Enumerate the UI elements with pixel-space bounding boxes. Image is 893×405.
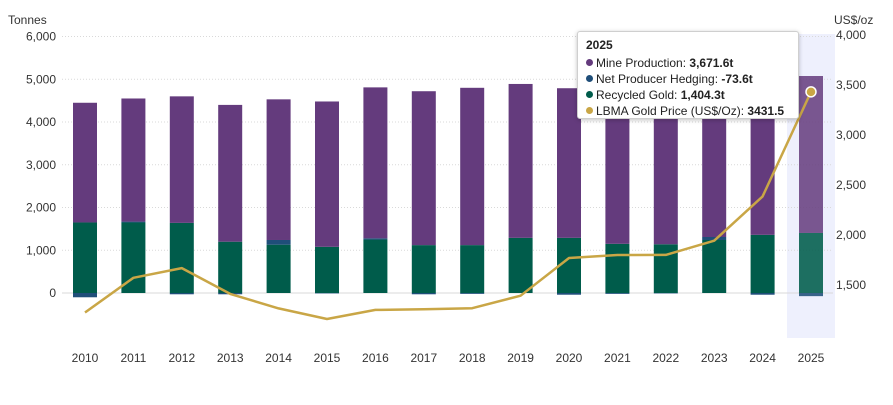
bar-net-producer-hedging[interactable] (557, 293, 581, 295)
bar-mine-production[interactable] (169, 96, 194, 223)
left-tick-label: 2,000 (26, 201, 56, 215)
x-tick-label: 2010 (72, 351, 99, 365)
tooltip-value: 1,404.3t (680, 88, 725, 102)
tooltip-value: -73.6t (721, 72, 753, 86)
x-tick-label: 2018 (459, 351, 486, 365)
bar-net-producer-hedging[interactable] (266, 239, 291, 245)
bar-mine-production[interactable] (73, 102, 97, 223)
x-tick-label: 2013 (217, 351, 244, 365)
lbma-gold-price-line[interactable] (84, 91, 813, 321)
left-tick-label: 1,000 (26, 243, 56, 257)
bar-net-producer-hedging[interactable] (121, 221, 146, 223)
x-tick-label: 2011 (120, 351, 146, 365)
bar-recycled-gold[interactable] (363, 239, 388, 293)
bar-net-producer-hedging[interactable] (702, 236, 727, 240)
right-axis-title: US$/oz (834, 13, 873, 27)
bar-mine-production[interactable] (799, 76, 823, 233)
x-tick-label: 2023 (701, 351, 728, 365)
x-tick-label: 2020 (556, 351, 583, 365)
bar-recycled-gold[interactable] (605, 243, 630, 293)
bar-net-producer-hedging[interactable] (363, 238, 388, 240)
bar-mine-production[interactable] (508, 83, 533, 238)
bar-mine-production[interactable] (266, 99, 291, 240)
x-tick-label: 2016 (362, 351, 389, 365)
bar-net-producer-hedging[interactable] (460, 293, 485, 294)
tooltip-row-lbma-gold-price: LBMA Gold Price (US$/Oz): 3431.5 (586, 103, 790, 119)
tooltip-label: Net Producer Hedging: (596, 72, 722, 86)
bar-recycled-gold[interactable] (169, 222, 194, 293)
right-tick-label: 2,500 (836, 178, 866, 192)
x-tick-label: 2021 (604, 351, 631, 365)
x-tick-label: 2012 (168, 351, 195, 365)
tooltip-value: 3,671.6t (689, 56, 734, 70)
bar-net-producer-hedging[interactable] (73, 293, 97, 298)
bar-recycled-gold[interactable] (508, 237, 533, 293)
x-tick-label: 2014 (265, 351, 292, 365)
bar-recycled-gold[interactable] (411, 245, 436, 293)
bar-recycled-gold[interactable] (266, 244, 291, 293)
x-tick-label: 2019 (507, 351, 534, 365)
bar-recycled-gold[interactable] (218, 241, 243, 293)
bar-recycled-gold[interactable] (315, 246, 339, 293)
bar-mine-production[interactable] (411, 91, 436, 246)
bar-net-producer-hedging[interactable] (411, 293, 436, 295)
x-tick-label: 2017 (410, 351, 437, 365)
tooltip-label: Recycled Gold: (596, 88, 681, 102)
right-tick-label: 1,500 (836, 278, 866, 292)
left-tick-label: 3,000 (26, 158, 56, 172)
bar-mine-production[interactable] (460, 87, 485, 246)
bar-recycled-gold[interactable] (799, 232, 823, 293)
right-tick-label: 3,500 (836, 78, 866, 92)
x-tick-label: 2022 (652, 351, 679, 365)
x-tick-label: 2025 (798, 351, 825, 365)
x-tick-label: 2024 (749, 351, 776, 365)
bar-mine-production[interactable] (363, 87, 388, 239)
bar-mine-production[interactable] (121, 98, 146, 222)
tooltip-label: LBMA Gold Price (US$/Oz): (596, 104, 748, 118)
right-tick-label: 4,000 (836, 28, 866, 42)
left-tick-label: 6,000 (26, 30, 56, 44)
tooltip-row-mine-production: Mine Production: 3,671.6t (586, 55, 790, 71)
bar-mine-production[interactable] (653, 96, 678, 245)
bar-recycled-gold[interactable] (750, 234, 775, 293)
lbma-gold-price-dot-icon (586, 107, 593, 114)
bar-recycled-gold[interactable] (73, 222, 97, 293)
bar-net-producer-hedging[interactable] (750, 293, 775, 295)
tooltip-value: 3431.5 (747, 104, 785, 118)
tooltip-title: 2025 (586, 38, 613, 52)
bar-mine-production[interactable] (315, 101, 339, 247)
bar-net-producer-hedging[interactable] (169, 293, 194, 295)
right-tick-label: 2,000 (836, 228, 866, 242)
right-tick-label: 3,000 (836, 128, 866, 142)
left-tick-label: 0 (49, 286, 56, 300)
bar-net-producer-hedging[interactable] (799, 293, 823, 297)
left-axis-title: Tonnes (8, 13, 47, 27)
tooltip: 2025 Mine Production: 3,671.6t Net Produ… (577, 31, 799, 119)
tooltip-row-recycled-gold: Recycled Gold: 1,404.3t (586, 87, 790, 103)
tooltip-label: Mine Production: (596, 56, 690, 70)
recycled-gold-dot-icon (586, 91, 593, 98)
bar-recycled-gold[interactable] (460, 245, 485, 293)
bar-mine-production[interactable] (218, 104, 243, 242)
bar-recycled-gold[interactable] (702, 239, 727, 293)
bar-net-producer-hedging[interactable] (605, 293, 630, 294)
left-tick-label: 4,000 (26, 115, 56, 129)
net-producer-hedging-dot-icon (586, 75, 593, 82)
left-tick-label: 5,000 (26, 72, 56, 86)
tooltip-row-net-producer-hedging: Net Producer Hedging: -73.6t (586, 71, 790, 87)
lbma-gold-price-hover-point[interactable] (805, 86, 817, 98)
mine-production-dot-icon (586, 59, 593, 66)
x-tick-label: 2015 (314, 351, 341, 365)
